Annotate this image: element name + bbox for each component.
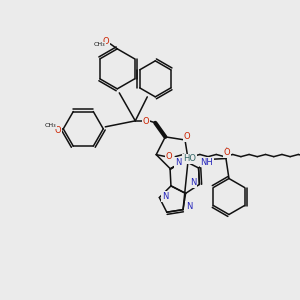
Text: N: N <box>162 192 169 201</box>
Text: O: O <box>143 117 150 126</box>
Text: N: N <box>190 178 196 187</box>
Text: O: O <box>166 152 172 161</box>
Text: CH₃: CH₃ <box>94 42 105 47</box>
Text: N: N <box>186 202 192 211</box>
Text: O: O <box>55 126 62 135</box>
Text: O: O <box>184 133 190 142</box>
Text: O: O <box>224 148 230 158</box>
Text: N: N <box>175 158 181 167</box>
Text: HO: HO <box>183 154 196 163</box>
Text: O: O <box>103 38 110 46</box>
Text: CH₃: CH₃ <box>44 123 56 128</box>
Text: NH: NH <box>201 158 213 167</box>
